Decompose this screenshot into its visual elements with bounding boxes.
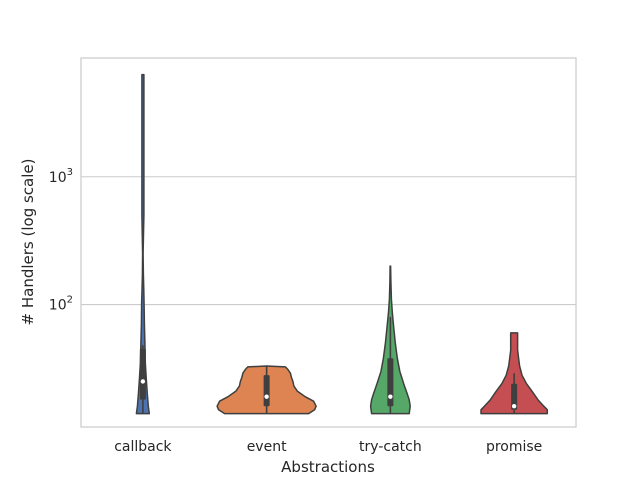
- y-tick-label: 102: [49, 295, 73, 314]
- x-tick-label: event: [247, 439, 287, 455]
- violin-iqr-box: [387, 358, 394, 407]
- violin-iqr-box: [139, 348, 146, 400]
- violin-callback: [135, 73, 151, 415]
- violin-median: [388, 394, 393, 399]
- violins: [135, 73, 549, 415]
- x-tick-label: promise: [486, 439, 542, 455]
- plot-frame: [80, 57, 577, 428]
- x-tick-label: try-catch: [359, 439, 422, 455]
- y-tick-label: 103: [49, 167, 73, 186]
- violin-median: [264, 394, 269, 399]
- violin-median: [140, 379, 146, 384]
- violin-iqr-box: [511, 383, 518, 410]
- violin-median: [511, 404, 517, 409]
- y-tick-labels: 102 103: [49, 167, 73, 314]
- violin-promise: [480, 332, 549, 415]
- gridlines: [81, 176, 576, 306]
- violin-iqr-box: [263, 375, 270, 407]
- y-axis-title: # Handlers (log scale): [19, 159, 37, 326]
- x-axis-title: Abstractions: [281, 458, 375, 476]
- x-tick-labels: callback event try-catch promise: [114, 439, 542, 455]
- x-tick-label: callback: [114, 439, 172, 455]
- violin-try-catch: [369, 265, 411, 415]
- violin-event: [216, 365, 317, 415]
